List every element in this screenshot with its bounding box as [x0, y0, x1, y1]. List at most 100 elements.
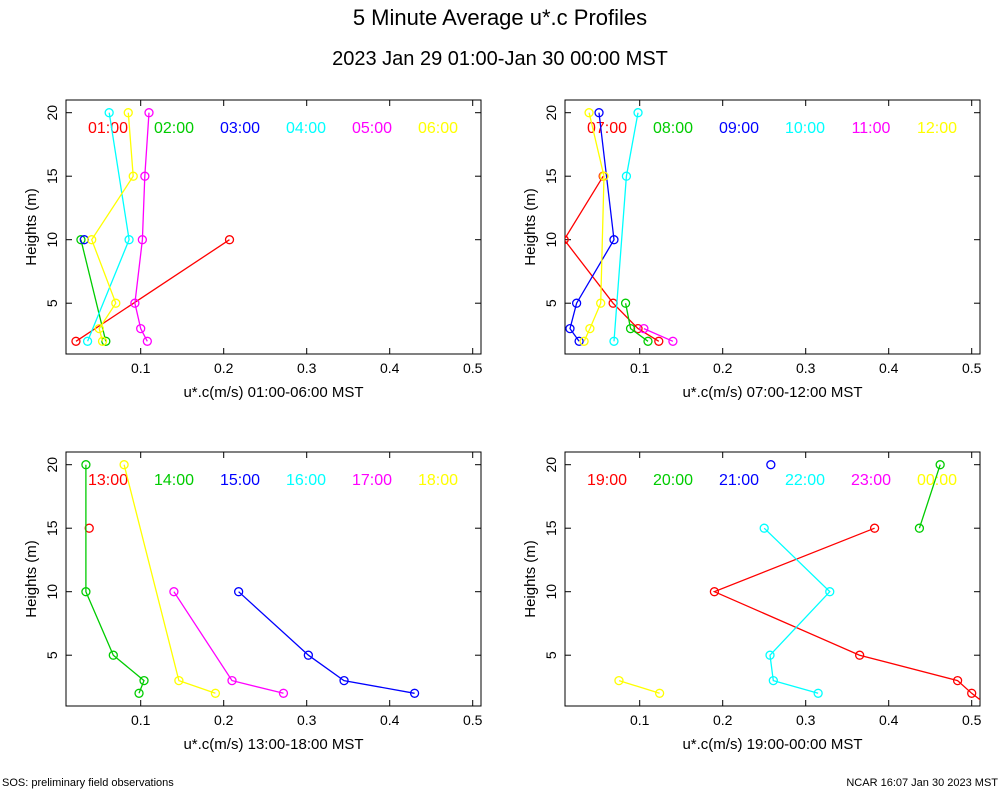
data-point — [935, 460, 945, 470]
data-point — [633, 108, 643, 118]
panel-2: 0.1 0.2 0.3 0.4 0.5 5 10 15 20 u*.c(m/s) 07:00-12… — [522, 99, 982, 401]
x-tick-label: 0.1 — [131, 360, 151, 376]
data-point — [136, 323, 146, 334]
data-point — [82, 336, 93, 346]
series-line — [613, 112, 639, 342]
legend-label: 12:00 — [917, 120, 957, 137]
x-tick-label: 0.5 — [463, 712, 483, 728]
data-point — [759, 523, 769, 533]
y-axis-label: Heights (m) — [23, 188, 40, 266]
series-line — [763, 527, 831, 694]
y-tick-label: 15 — [543, 520, 559, 536]
series-line — [618, 679, 660, 694]
data-point — [584, 108, 594, 118]
y-axis-label: Heights (m) — [23, 540, 40, 618]
x-tick-label: 0.1 — [630, 360, 650, 376]
data-point — [565, 323, 575, 334]
x-tick-label: 0.2 — [713, 360, 733, 376]
data-point — [643, 336, 653, 346]
x-axis-label: u*.c(m/s) 19:00-00:00 MST — [682, 736, 862, 753]
x-tick-label: 0.3 — [297, 712, 317, 728]
data-point — [914, 523, 925, 533]
data-point — [984, 702, 992, 710]
x-tick-label: 0.2 — [713, 712, 733, 728]
legend-label: 10:00 — [785, 120, 825, 137]
legend-label: 21:00 — [719, 472, 759, 489]
data-point — [579, 336, 589, 346]
x-axis-label: u*.c(m/s) 01:00-06:00 MST — [183, 384, 363, 401]
legend-label: 19:00 — [587, 472, 627, 489]
series-line — [238, 591, 415, 694]
data-point — [137, 235, 148, 245]
data-point — [87, 235, 97, 245]
data-point — [565, 235, 569, 245]
x-tick-label: 0.2 — [214, 360, 234, 376]
data-point — [855, 650, 865, 660]
chart-title: 5 Minute Average u*.c Profiles — [353, 5, 647, 30]
y-tick-label: 10 — [44, 584, 60, 600]
data-point — [599, 171, 609, 181]
data-point — [620, 298, 631, 308]
series-line — [565, 175, 660, 342]
x-tick-label: 0.1 — [131, 712, 151, 728]
data-point — [71, 336, 81, 346]
legend-label: 20:00 — [653, 472, 693, 489]
legend-label: 22:00 — [785, 472, 825, 489]
y-axis-label: Heights (m) — [522, 540, 539, 618]
x-tick-label: 0.3 — [796, 360, 816, 376]
data-point — [571, 298, 582, 308]
legend-label: 01:00 — [88, 120, 128, 137]
series-line — [569, 112, 615, 342]
x-tick-label: 0.3 — [297, 360, 317, 376]
data-point — [574, 336, 584, 346]
legend-label: 05:00 — [352, 120, 392, 137]
series-line — [86, 112, 130, 342]
data-point — [585, 323, 595, 334]
series-line — [123, 464, 216, 694]
data-area — [81, 460, 420, 698]
legend-label: 00:00 — [917, 472, 957, 489]
data-point — [813, 688, 823, 698]
data-point — [654, 688, 665, 698]
x-tick-label: 0.5 — [463, 360, 483, 376]
series-line — [918, 464, 941, 529]
x-tick-label: 0.5 — [962, 712, 982, 728]
data-point — [967, 688, 977, 698]
data-point — [119, 460, 129, 470]
data-point — [130, 298, 140, 308]
plot-frame — [564, 451, 981, 707]
legend-label: 09:00 — [719, 120, 759, 137]
series-line — [583, 112, 605, 342]
series-line — [173, 591, 284, 694]
legend-label: 13:00 — [88, 472, 128, 489]
y-tick-label: 15 — [44, 168, 60, 184]
y-tick-label: 10 — [543, 232, 559, 248]
series-line — [624, 303, 649, 342]
data-point — [123, 108, 133, 118]
series-line — [134, 112, 150, 342]
panel-3: 0.1 0.2 0.3 0.4 0.5 5 10 15 20 u*.c(m/s) 13:00-18… — [23, 451, 483, 753]
panels: 0.1 0.2 0.3 0.4 0.5 5 10 15 20 u*.c(m/s) 01:00-06… — [23, 99, 992, 753]
data-point — [84, 523, 94, 533]
data-point — [224, 235, 235, 245]
data-point — [709, 587, 720, 597]
x-tick-label: 0.1 — [630, 712, 650, 728]
plot-frame — [65, 99, 482, 355]
x-tick-label: 0.4 — [879, 712, 899, 728]
data-point — [142, 336, 152, 346]
data-point — [614, 675, 624, 686]
x-tick-label: 0.2 — [214, 712, 234, 728]
data-point — [768, 675, 778, 686]
data-point — [278, 688, 289, 698]
data-point — [140, 171, 150, 181]
data-point — [639, 323, 649, 334]
y-tick-label: 10 — [543, 584, 559, 600]
y-tick-label: 5 — [543, 651, 559, 659]
y-tick-label: 20 — [543, 457, 559, 473]
data-area — [71, 108, 235, 346]
data-point — [609, 336, 619, 346]
data-area — [614, 460, 992, 710]
legend-label: 06:00 — [418, 120, 458, 137]
data-point — [765, 650, 775, 660]
data-point — [339, 675, 349, 686]
